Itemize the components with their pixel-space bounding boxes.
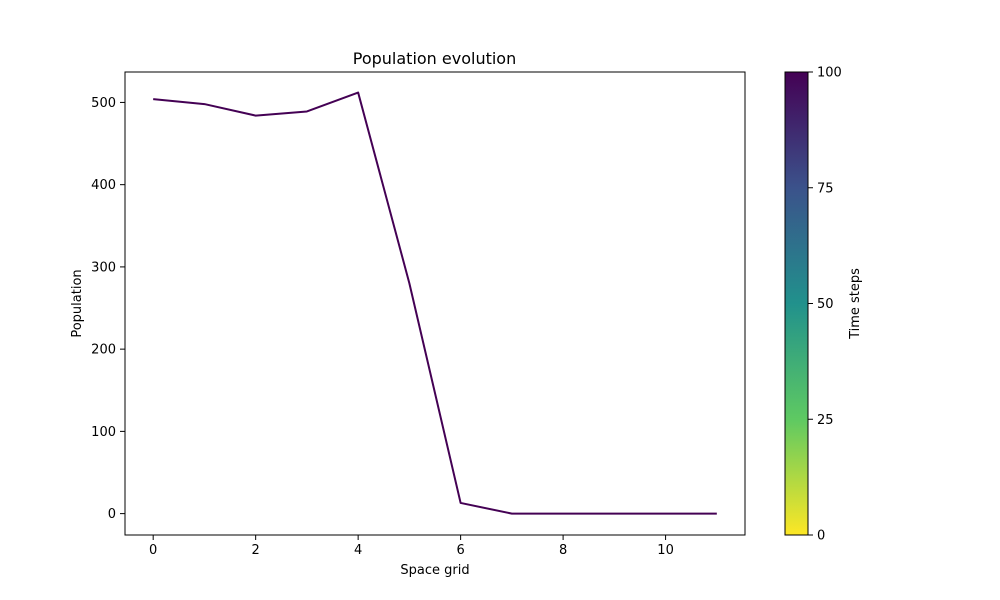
colorbar-tick-label-0: 0 <box>817 529 825 544</box>
colorbar-ticks: 0 25 50 75 100 <box>808 66 842 544</box>
x-tick-label-1: 2 <box>252 543 260 558</box>
y-tick-label-2: 200 <box>91 343 116 358</box>
y-tick-label-5: 500 <box>91 96 116 111</box>
y-tick-label-3: 300 <box>91 260 116 275</box>
y-tick-label-1: 100 <box>91 425 116 440</box>
colorbar-tick-label-1: 25 <box>817 413 834 428</box>
y-tick-label-4: 400 <box>91 178 116 193</box>
x-tick-label-2: 4 <box>354 543 362 558</box>
chart-title: Population evolution <box>353 49 516 68</box>
series-points <box>153 92 717 514</box>
y-axis-label: Population <box>70 269 85 337</box>
x-axis-label: Space grid <box>400 563 469 578</box>
x-tick-label-4: 8 <box>559 543 567 558</box>
x-tick-label-0: 0 <box>149 543 157 558</box>
plot-area-frame <box>124 71 746 536</box>
colorbar-label: Time steps <box>848 268 863 340</box>
x-tick-label-3: 6 <box>456 543 464 558</box>
x-tick-label-5: 10 <box>657 543 674 558</box>
y-tick-label-0: 0 <box>108 507 116 522</box>
y-axis-ticks: 0 100 200 300 400 500 <box>91 96 125 522</box>
colorbar-tick-label-4: 100 <box>817 66 842 81</box>
colorbar-tick-label-2: 50 <box>817 297 834 312</box>
colorbar-tick-label-3: 75 <box>817 181 834 196</box>
series-line <box>153 91 717 515</box>
colorbar <box>784 71 809 536</box>
x-axis-ticks: 0 2 4 6 8 10 <box>149 535 674 558</box>
